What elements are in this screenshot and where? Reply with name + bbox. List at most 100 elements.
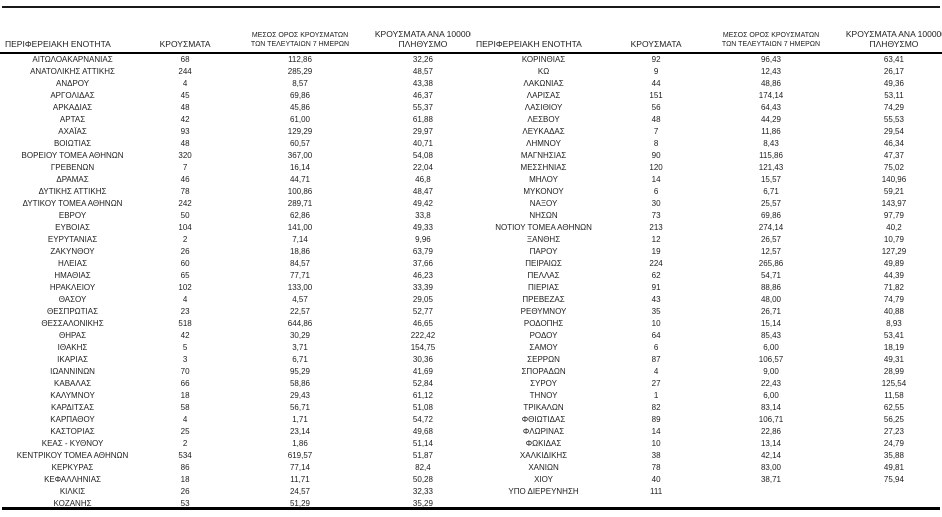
cases-cell: 213 bbox=[649, 223, 663, 232]
cases-cell: 92 bbox=[651, 55, 661, 64]
table-row: ΤΡΙΚΑΛΩΝ 82 83,14 62,55 bbox=[471, 402, 942, 414]
per100k-header-line1: ΚΡΟΥΣΜΑΤΑ ΑΝΑ 100000 bbox=[374, 29, 471, 39]
per100k-cell: 125,54 bbox=[881, 379, 907, 388]
avg7-cell: 84,57 bbox=[289, 259, 311, 268]
region-cell: ΗΛΕΙΑΣ bbox=[58, 259, 88, 268]
region-cell: ΝΟΤΙΟΥ ΤΟΜΕΑ ΑΘΗΝΩΝ bbox=[495, 223, 592, 232]
table-row: ΚΑΡΠΑΘΟΥ 4 1,71 54,72 bbox=[0, 414, 471, 426]
avg7-cell: 8,57 bbox=[292, 79, 308, 88]
cases-cell: 111 bbox=[650, 487, 663, 496]
table-row: ΚΕΦΑΛΛΗΝΙΑΣ 18 11,71 50,28 bbox=[0, 474, 471, 486]
avg7-cell: 54,71 bbox=[760, 271, 782, 280]
region-cell: ΜΗΛΟΥ bbox=[529, 175, 558, 184]
region-cell: ΘΕΣΣΑΛΟΝΙΚΗΣ bbox=[41, 319, 104, 328]
per100k-cell: 8,93 bbox=[886, 319, 902, 328]
region-cell: ΛΕΣΒΟΥ bbox=[527, 115, 560, 124]
per100k-cell: 51,87 bbox=[412, 451, 433, 460]
per100k-cell: 51,08 bbox=[412, 403, 433, 412]
region-cell: ΚΙΛΚΙΣ bbox=[59, 487, 86, 496]
cases-cell: 91 bbox=[651, 283, 661, 292]
per100k-cell: 55,53 bbox=[883, 115, 904, 124]
avg7-cell: 26,71 bbox=[760, 307, 782, 316]
table-row: ΚΑΒΑΛΑΣ 66 58,86 52,84 bbox=[0, 378, 471, 390]
region-cell: ΣΠΟΡΑΔΩΝ bbox=[521, 367, 566, 376]
avg7-cell: 58,86 bbox=[289, 379, 311, 388]
cases-cell: 18 bbox=[180, 391, 190, 400]
region-cell: ΦΩΚΙΔΑΣ bbox=[525, 439, 562, 448]
region-cell: ΔΥΤΙΚΗΣ ΑΤΤΙΚΗΣ bbox=[38, 187, 107, 196]
region-cell: ΡΕΘΥΜΝΟΥ bbox=[520, 307, 567, 316]
per100k-cell: 40,88 bbox=[883, 307, 904, 316]
table-row: ΣΕΡΡΩΝ 87 106,57 49,31 bbox=[471, 354, 942, 366]
table-row: ΜΕΣΣΗΝΙΑΣ 120 121,43 75,02 bbox=[471, 162, 942, 174]
table-row: ΠΑΡΟΥ 19 12,57 127,29 bbox=[471, 246, 942, 258]
region-cell: ΑΡΓΟΛΙΔΑΣ bbox=[50, 91, 95, 100]
per100k-cell: 40,2 bbox=[886, 223, 902, 232]
region-cell: ΚΑΡΔΙΤΣΑΣ bbox=[50, 403, 95, 412]
table-row: ΚΕΝΤΡΙΚΟΥ ΤΟΜΕΑ ΑΘΗΝΩΝ 534 619,57 51,87 bbox=[0, 450, 471, 462]
per100k-cell: 127,29 bbox=[881, 247, 907, 256]
table-row: ΕΒΡΟΥ 50 62,86 33,8 bbox=[0, 210, 471, 222]
cases-cell: 50 bbox=[180, 211, 190, 220]
cases-cell: 151 bbox=[649, 91, 663, 100]
avg7-cell: 13,14 bbox=[760, 439, 782, 448]
cases-cell: 66 bbox=[180, 379, 190, 388]
per100k-cell: 52,84 bbox=[412, 379, 433, 388]
per100k-cell: 41,69 bbox=[412, 367, 433, 376]
per100k-cell: 53,41 bbox=[883, 331, 904, 340]
region-cell: ΙΚΑΡΙΑΣ bbox=[57, 355, 88, 364]
avg7-cell: 367,00 bbox=[287, 151, 313, 160]
region-cell: ΚΕΡΚΥΡΑΣ bbox=[51, 463, 94, 472]
region-header: ΠΕΡΙΦΕΡΕΙΑΚΗ ΕΝΟΤΗΤΑ bbox=[0, 8, 146, 54]
cases-cell: 78 bbox=[651, 463, 661, 472]
table-row: ΤΗΝΟΥ 1 6,00 11,58 bbox=[471, 390, 942, 402]
avg7-cell: 1,86 bbox=[292, 439, 308, 448]
table-row: ΧΑΝΙΩΝ 78 83,00 49,81 bbox=[471, 462, 942, 474]
per100k-cell: 46,8 bbox=[415, 175, 431, 184]
region-cell: ΚΕΦΑΛΛΗΝΙΑΣ bbox=[44, 475, 101, 484]
avg7-cell: 22,43 bbox=[760, 379, 782, 388]
region-cell: ΞΑΝΘΗΣ bbox=[526, 235, 561, 244]
per100k-cell: 35,29 bbox=[412, 499, 433, 508]
avg7-cell: 174,14 bbox=[758, 91, 784, 100]
per100k-cell: 32,33 bbox=[412, 487, 433, 496]
region-cell: ΓΡΕΒΕΝΩΝ bbox=[50, 163, 95, 172]
avg7-cell: 6,00 bbox=[763, 391, 779, 400]
per100k-cell: 55,37 bbox=[412, 103, 433, 112]
avg7-cell: 83,14 bbox=[760, 403, 782, 412]
avg7-cell: 12,43 bbox=[760, 67, 782, 76]
table-row: ΚΕΑΣ - ΚΥΘΝΟΥ 2 1,86 51,14 bbox=[0, 438, 471, 450]
cases-cell: 93 bbox=[180, 127, 190, 136]
per100k-cell: 52,77 bbox=[412, 307, 433, 316]
per100k-cell: 47,37 bbox=[883, 151, 904, 160]
avg7-cell: 60,57 bbox=[289, 139, 311, 148]
per100k-cell: 48,47 bbox=[412, 187, 433, 196]
region-cell: ΘΗΡΑΣ bbox=[59, 331, 87, 340]
avg7-cell: 95,29 bbox=[289, 367, 311, 376]
region-cell: ΛΕΥΚΑΔΑΣ bbox=[522, 127, 565, 136]
per100k-cell: 49,89 bbox=[883, 259, 904, 268]
cases-cell: 6 bbox=[653, 187, 659, 196]
cases-cell: 60 bbox=[180, 259, 190, 268]
region-cell: ΦΘΙΩΤΙΔΑΣ bbox=[521, 415, 566, 424]
region-cell: ΠΑΡΟΥ bbox=[529, 247, 558, 256]
cases-cell: 53 bbox=[180, 499, 190, 508]
table-row: ΞΑΝΘΗΣ 12 26,57 10,79 bbox=[471, 234, 942, 246]
cases-cell: 1 bbox=[653, 391, 659, 400]
region-cell: ΧΑΛΚΙΔΙΚΗΣ bbox=[519, 451, 568, 460]
per100k-cell: 97,79 bbox=[883, 211, 904, 220]
table-row: ΜΑΓΝΗΣΙΑΣ 90 115,86 47,37 bbox=[471, 150, 942, 162]
avg7-cell: 6,71 bbox=[763, 187, 779, 196]
table-row: ΔΡΑΜΑΣ 46 44,71 46,8 bbox=[0, 174, 471, 186]
right-table-body: ΚΟΡΙΝΘΙΑΣ 92 96,43 63,41 ΚΩ 9 12,43 26,17 ΛΑΚΩΝΙ… bbox=[471, 53, 942, 498]
region-cell: ΑΝΔΡΟΥ bbox=[55, 79, 90, 88]
per100k-header: ΚΡΟΥΣΜΑΤΑ ΑΝΑ 100000 ΠΛΗΘΥΣΜΟ bbox=[845, 8, 942, 54]
table-row: ΜΥΚΟΝΟΥ 6 6,71 59,21 bbox=[471, 186, 942, 198]
per100k-cell: 44,39 bbox=[883, 271, 904, 280]
cases-cell: 48 bbox=[651, 115, 661, 124]
per100k-cell: 33,8 bbox=[415, 211, 431, 220]
cases-cell: 45 bbox=[180, 91, 190, 100]
per100k-cell: 30,36 bbox=[412, 355, 433, 364]
left-table-panel: ΠΕΡΙΦΕΡΕΙΑΚΗ ΕΝΟΤΗΤΑ ΚΡΟΥΣΜΑΤΑ ΜΕΣΟΣ ΟΡΟ… bbox=[0, 8, 471, 510]
